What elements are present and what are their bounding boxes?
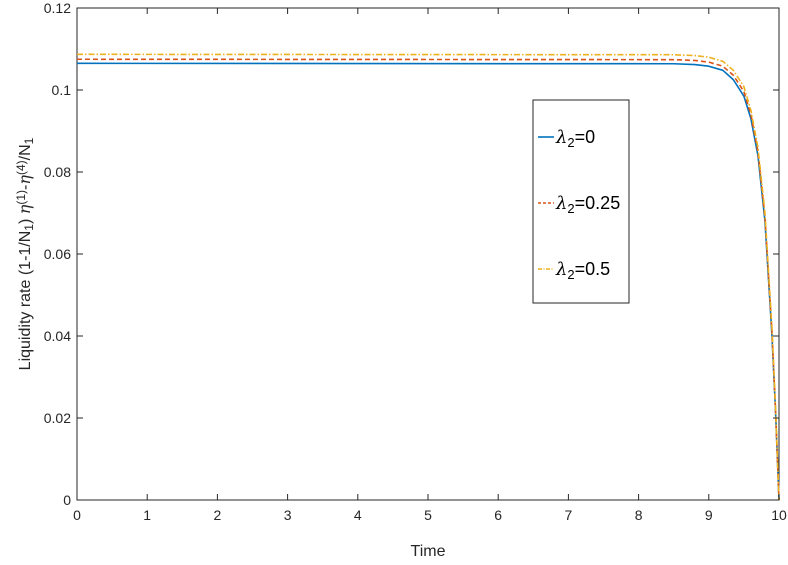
x-tick-label: 8 <box>635 507 643 523</box>
y-tick-label: 0.12 <box>44 0 71 16</box>
axes-box <box>76 7 780 501</box>
y-label-sub1: 1 <box>22 224 36 231</box>
y-tick-label: 0.1 <box>52 82 72 98</box>
x-tick-label: 4 <box>354 507 362 523</box>
y-label-sup1: (1) <box>14 190 28 205</box>
series-line-1 <box>76 58 780 501</box>
legend-label-1: λ2=0.25 <box>555 193 620 216</box>
tick-group: 0 1 2 3 4 5 6 7 8 9 10 0 0.02 0.04 0.06 0.08 0.1 0.12 <box>44 0 787 523</box>
x-tick-label: 6 <box>494 507 502 523</box>
y-label-sup2: (4) <box>14 160 28 175</box>
y-tick-label: 0.06 <box>44 246 71 262</box>
y-label-eta1: η <box>15 204 34 214</box>
series-line-2 <box>76 53 780 501</box>
y-label-prefix: Liquidity rate (1-1/N <box>17 231 34 371</box>
legend-label-2: λ2=0.5 <box>555 259 610 282</box>
x-tick-label: 7 <box>565 507 573 523</box>
y-tick-label: 0.08 <box>44 164 71 180</box>
x-tick-label: 3 <box>284 507 292 523</box>
x-tick-label: 0 <box>73 507 81 523</box>
x-tick-label: 5 <box>424 507 432 523</box>
x-tick-label: 10 <box>771 507 787 523</box>
legend: λ2=0 λ2=0.25 λ2=0.5 <box>532 99 630 304</box>
y-tick-label: 0 <box>63 492 71 508</box>
x-tick-label: 9 <box>705 507 713 523</box>
x-tick-label: 1 <box>143 507 151 523</box>
y-tick-label: 0.04 <box>44 328 71 344</box>
y-label-eta2: η <box>15 175 34 185</box>
y-label-mid1: ) <box>17 214 34 224</box>
x-tick-label: 2 <box>214 507 222 523</box>
y-label-mid2: - <box>17 185 34 190</box>
y-label-mid3: /N <box>17 144 34 160</box>
y-tick-label: 0.02 <box>44 410 71 426</box>
series-group <box>76 53 780 501</box>
series-line-0 <box>76 62 780 501</box>
x-axis-label: Time <box>411 543 446 560</box>
y-axis-label: Liquidity rate (1-1/N1) η(1)-η(4)/N1 <box>14 137 36 370</box>
plot-area <box>76 7 780 501</box>
legend-label-0: λ2=0 <box>555 127 595 150</box>
y-label-sub2: 1 <box>22 137 36 144</box>
